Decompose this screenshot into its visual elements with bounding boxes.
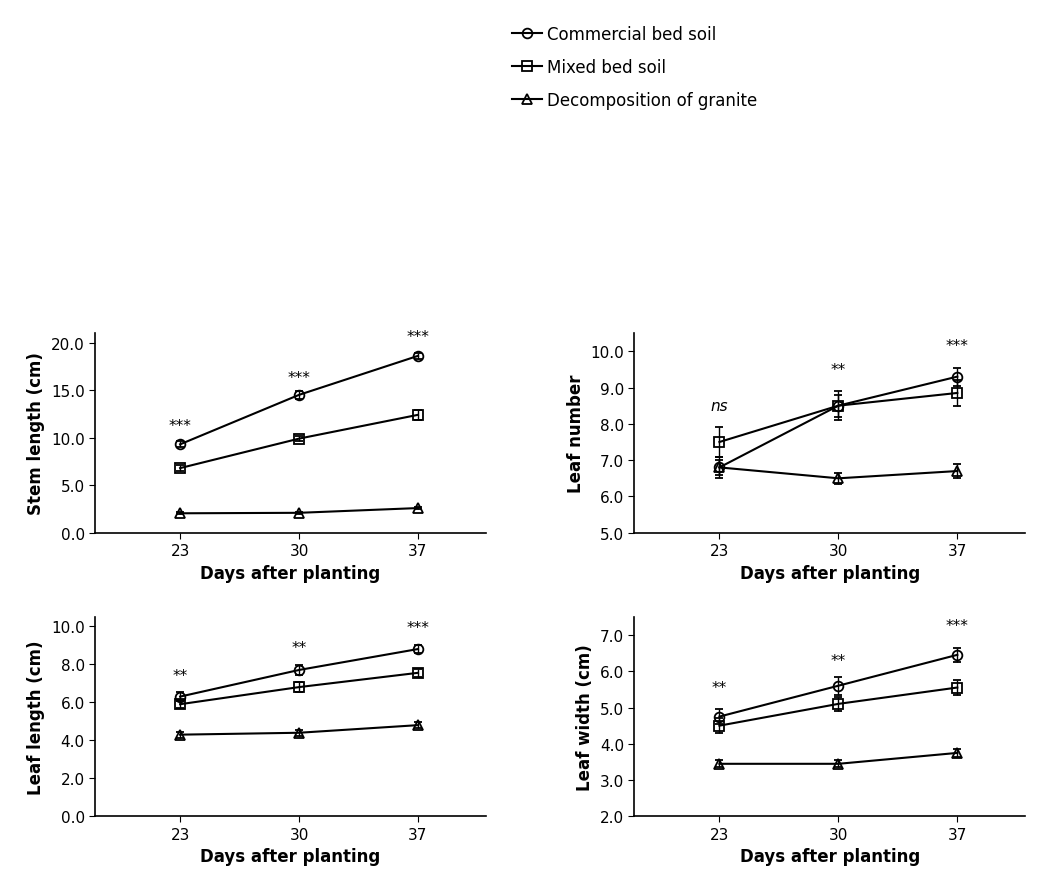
Y-axis label: Stem length (cm): Stem length (cm)	[27, 352, 45, 515]
Text: **: **	[711, 680, 727, 695]
Y-axis label: Leaf length (cm): Leaf length (cm)	[27, 639, 45, 794]
Text: ns: ns	[710, 399, 728, 414]
Legend: Commercial bed soil, Mixed bed soil, Decomposition of granite: Commercial bed soil, Mixed bed soil, Dec…	[512, 25, 757, 110]
Text: ***: ***	[946, 339, 969, 354]
X-axis label: Days after planting: Days after planting	[740, 565, 920, 582]
Text: **: **	[831, 363, 846, 378]
Text: ***: ***	[169, 419, 191, 434]
Text: **: **	[831, 653, 846, 668]
Text: ***: ***	[946, 618, 969, 633]
Text: ***: ***	[407, 620, 429, 635]
X-axis label: Days after planting: Days after planting	[201, 847, 381, 866]
Y-axis label: Leaf number: Leaf number	[567, 374, 585, 493]
X-axis label: Days after planting: Days after planting	[740, 847, 920, 866]
Y-axis label: Leaf width (cm): Leaf width (cm)	[576, 644, 594, 790]
X-axis label: Days after planting: Days after planting	[201, 565, 381, 582]
Text: **: **	[172, 668, 188, 683]
Text: ***: ***	[407, 330, 429, 345]
Text: ***: ***	[288, 371, 311, 386]
Text: **: **	[292, 640, 307, 655]
